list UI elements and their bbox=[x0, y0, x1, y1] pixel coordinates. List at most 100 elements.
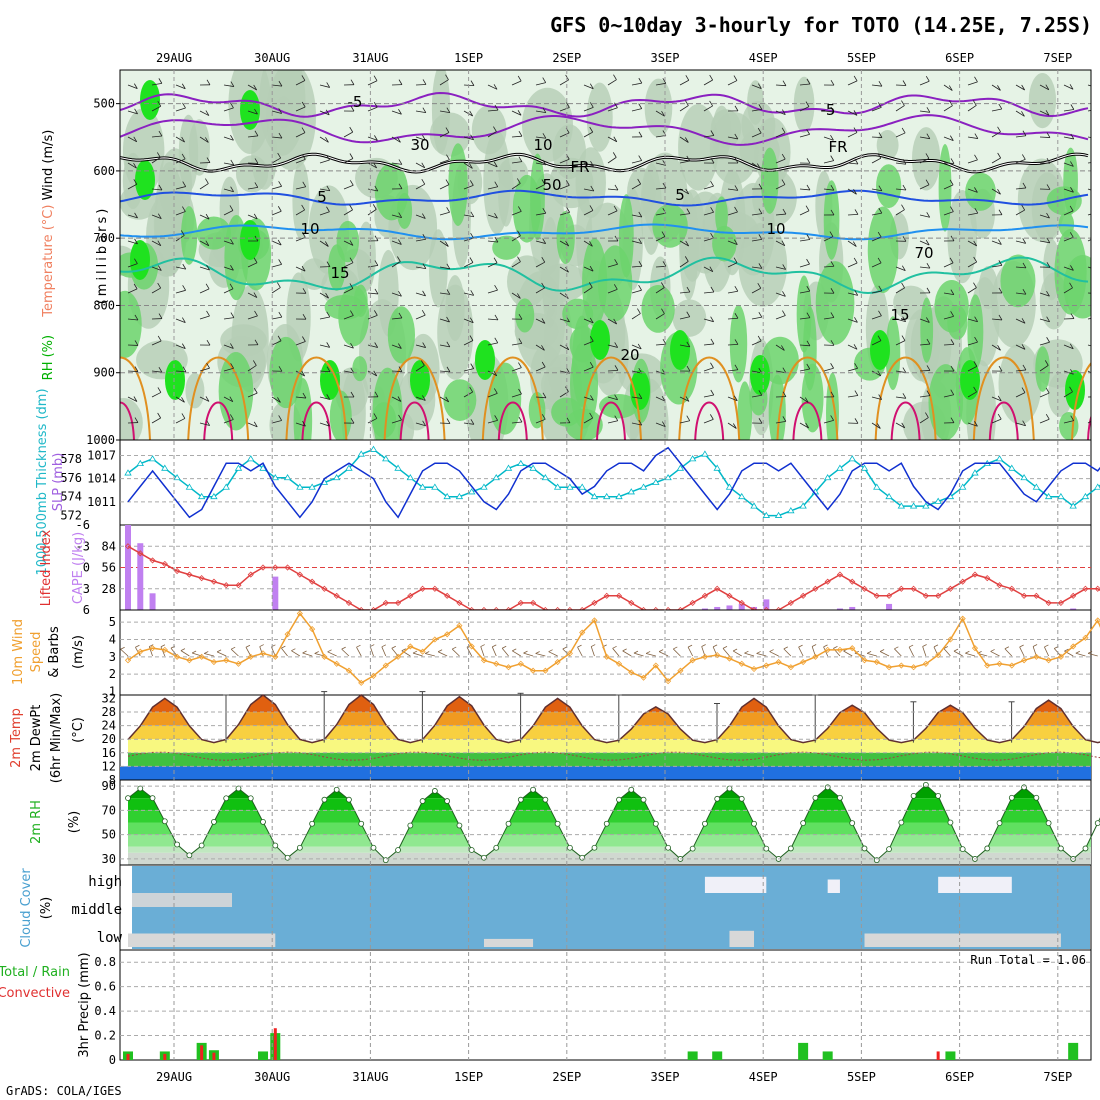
cape-bar bbox=[714, 606, 721, 610]
wind-barb bbox=[247, 84, 257, 91]
wind-barb-flag bbox=[806, 258, 810, 265]
wind-barb-flag bbox=[542, 77, 547, 83]
rh-blob-green bbox=[815, 261, 855, 345]
wind-barb-flag bbox=[470, 290, 475, 296]
wind-barb-flag bbox=[398, 79, 403, 85]
wind-barb bbox=[847, 262, 858, 268]
wind10-barb-flag bbox=[230, 646, 236, 650]
wind-barb bbox=[511, 367, 522, 372]
wind-barb bbox=[151, 392, 162, 398]
wind10-barb-flag bbox=[908, 644, 914, 648]
wind-barb bbox=[919, 214, 930, 218]
wind10-barb-flag bbox=[341, 646, 346, 650]
date-top-label: 29AUG bbox=[156, 51, 192, 65]
wind-barb bbox=[1087, 370, 1091, 374]
rh-blob-grey bbox=[437, 284, 474, 380]
wind-barb-flag bbox=[974, 336, 978, 343]
thickness-marker bbox=[124, 469, 132, 476]
wind-barb bbox=[943, 292, 954, 296]
wind-barb-flag bbox=[373, 413, 378, 419]
thickness-marker bbox=[394, 464, 402, 471]
rh-marker bbox=[284, 854, 291, 861]
wind-barb bbox=[847, 80, 858, 86]
wind-barb-flag bbox=[302, 288, 307, 294]
wind-barb bbox=[151, 135, 162, 138]
date-bottom-label: 31AUG bbox=[352, 1070, 388, 1084]
lifted-index-marker bbox=[345, 599, 353, 606]
wind-barb-flag bbox=[638, 393, 643, 399]
wind10-barb-flag bbox=[259, 644, 264, 647]
rh-marker bbox=[247, 795, 254, 802]
wind-barb-flag bbox=[1095, 207, 1098, 212]
wind-barb-flag bbox=[422, 135, 426, 141]
wind10-barb bbox=[577, 646, 583, 657]
rh-marker bbox=[1008, 794, 1015, 801]
wind-barb-flag bbox=[158, 78, 163, 84]
wind-barb-flag bbox=[1021, 387, 1026, 393]
lifted-index-marker bbox=[971, 571, 979, 578]
wind-barb-flag bbox=[781, 240, 786, 246]
date-bottom-label: 2SEP bbox=[552, 1070, 581, 1084]
wind-barb bbox=[415, 314, 426, 320]
rh-marker bbox=[787, 845, 794, 852]
wind-barb bbox=[367, 136, 378, 141]
wind-barb-flag bbox=[997, 152, 1002, 159]
wind-barb-flag bbox=[1046, 337, 1050, 343]
wind10-marker bbox=[689, 657, 696, 664]
wind-barb bbox=[487, 262, 498, 268]
lifted-index-marker bbox=[910, 585, 917, 592]
rh-marker bbox=[137, 785, 144, 792]
wind-barb bbox=[991, 188, 1001, 195]
wind-barb bbox=[295, 422, 306, 427]
wind-barb bbox=[967, 159, 978, 164]
wind-barb bbox=[799, 188, 810, 191]
wind-barb-flag bbox=[781, 179, 786, 185]
wind-barb bbox=[967, 391, 977, 398]
wind10-barb-flag bbox=[673, 646, 678, 650]
wind-barb bbox=[895, 209, 905, 216]
rh-marker bbox=[223, 795, 230, 802]
rh-blob-green bbox=[1063, 255, 1091, 319]
wind-barb bbox=[271, 185, 282, 190]
wind-barb-flag bbox=[806, 234, 811, 240]
wind-barb bbox=[967, 212, 978, 216]
wind-barb-flag bbox=[350, 417, 355, 424]
rh-blob-green bbox=[729, 304, 748, 383]
wind10-barb-flag bbox=[769, 649, 774, 652]
wind-barb bbox=[271, 396, 281, 403]
wind-barb-flag bbox=[542, 392, 547, 399]
wind10-marker bbox=[309, 626, 316, 633]
wind-barb-flag bbox=[782, 416, 787, 422]
wind-barb-flag bbox=[422, 420, 426, 426]
wind-barb-flag bbox=[638, 284, 642, 291]
wind-barb bbox=[247, 365, 257, 372]
wind-barb bbox=[367, 292, 378, 295]
wind-barb bbox=[295, 132, 306, 138]
credit: GrADS: COLA/IGES bbox=[6, 1084, 122, 1098]
wind-barb bbox=[247, 262, 258, 268]
wind10-barb bbox=[646, 653, 656, 657]
wind-barb bbox=[583, 266, 594, 272]
thickness-marker bbox=[1020, 473, 1028, 481]
wind-barb-flag bbox=[181, 153, 186, 160]
rh-blob-grey bbox=[678, 104, 719, 191]
wind-barb-flag bbox=[278, 181, 282, 187]
rh-grid bbox=[120, 785, 1091, 860]
precip-total-bar bbox=[822, 1051, 833, 1060]
wind-barb bbox=[847, 240, 857, 247]
lifted-index-marker bbox=[210, 578, 217, 585]
rh-marker bbox=[296, 844, 303, 851]
wind-barb bbox=[487, 109, 498, 112]
wind10-marker bbox=[628, 669, 635, 676]
wind-barb-flag bbox=[685, 75, 690, 81]
pressure-tick: 500 bbox=[93, 97, 115, 111]
wind-barb bbox=[703, 367, 714, 372]
date-bottom-label: 3SEP bbox=[651, 1070, 680, 1084]
wind-barb bbox=[583, 287, 593, 294]
rh-marker bbox=[837, 794, 843, 801]
rh-blob-bright bbox=[135, 160, 155, 200]
wind-barb bbox=[175, 289, 186, 294]
wind10-barb-flag bbox=[327, 649, 332, 653]
wind-barb-flag bbox=[565, 180, 570, 186]
wind-barb bbox=[271, 210, 282, 216]
